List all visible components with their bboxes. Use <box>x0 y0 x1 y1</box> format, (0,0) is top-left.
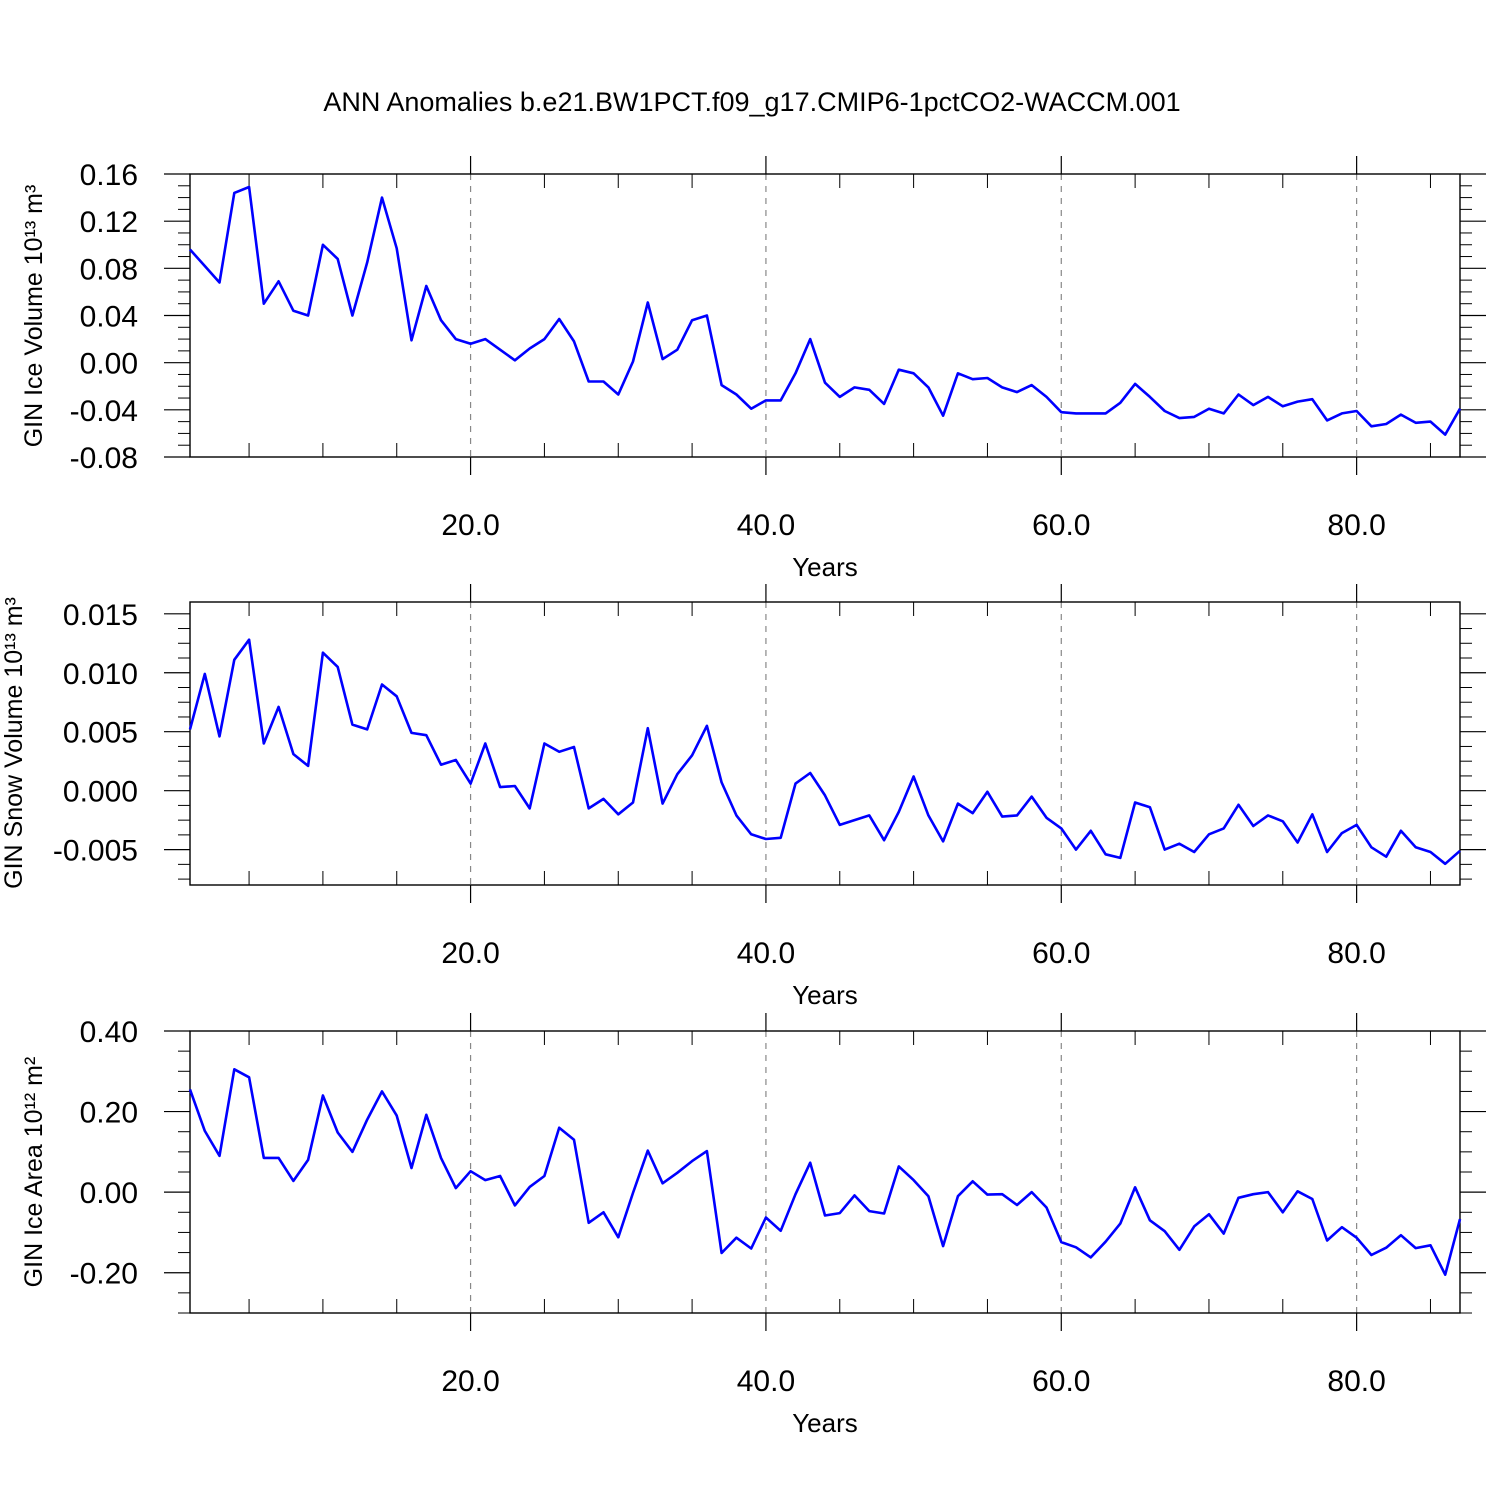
x-axis-label: Years <box>792 980 858 1010</box>
y-tick-label: -0.20 <box>70 1258 138 1291</box>
x-tick-label: 20.0 <box>441 1365 499 1398</box>
chart-panel-1: 20.0 40.0 60.0 80.0 Years -0.08 -0.04 0.00 0.04 0… <box>20 156 1486 582</box>
y-tick-label: 0.12 <box>80 206 138 239</box>
x-tick-label: 40.0 <box>737 1365 795 1398</box>
y-tick-label: -0.08 <box>70 442 138 475</box>
y-tick-label: 0.005 <box>63 717 138 750</box>
y-axis-label: GIN Snow Volume 10¹³ m³ <box>0 597 28 889</box>
y-tick-label: -0.04 <box>70 395 138 428</box>
x-tick-label: 80.0 <box>1327 1365 1385 1398</box>
x-tick-label: 20.0 <box>441 509 499 542</box>
y-tick-label: 0.20 <box>80 1097 138 1130</box>
y-tick-label: 0.08 <box>80 253 138 286</box>
y-tick-label: 0.000 <box>63 776 138 809</box>
series-line <box>188 1068 1462 1276</box>
chart-panel-3: 20.0 40.0 60.0 80.0 Years -0.20 0.00 0.20 0.40 GI… <box>20 1013 1486 1438</box>
x-tick-label: 40.0 <box>737 937 795 970</box>
x-tick-label: 20.0 <box>441 937 499 970</box>
x-tick-label: 60.0 <box>1032 509 1090 542</box>
chart-title: ANN Anomalies b.e21.BW1PCT.f09_g17.CMIP6… <box>323 87 1180 117</box>
y-tick-label: 0.015 <box>63 599 138 632</box>
y-tick-label: 0.010 <box>63 658 138 691</box>
chart-panel-2: 20.0 40.0 60.0 80.0 Years -0.005 0.000 0.005 0.0… <box>0 584 1486 1010</box>
x-tick-label: 80.0 <box>1327 937 1385 970</box>
y-tick-label: 0.00 <box>80 348 138 381</box>
y-axis-label: GIN Ice Area 10¹² m² <box>20 1057 48 1288</box>
x-tick-label: 40.0 <box>737 509 795 542</box>
plot-frame <box>189 1030 1461 1314</box>
y-tick-label: 0.16 <box>80 159 138 192</box>
x-tick-label: 80.0 <box>1327 509 1385 542</box>
series-line <box>189 185 1462 436</box>
plot-frame <box>189 601 1461 886</box>
x-tick-label: 60.0 <box>1032 937 1090 970</box>
x-axis-label: Years <box>792 1408 858 1438</box>
x-tick-label: 60.0 <box>1032 1365 1090 1398</box>
series-line <box>188 638 1461 866</box>
x-axis-label: Years <box>792 552 858 582</box>
y-tick-label: -0.005 <box>53 835 138 868</box>
plot-frame <box>189 173 1461 458</box>
y-tick-label: 0.04 <box>80 301 138 334</box>
y-tick-label: 0.40 <box>80 1016 138 1049</box>
y-tick-label: 0.00 <box>80 1177 138 1210</box>
y-axis-label: GIN Ice Volume 10¹³ m³ <box>20 185 48 448</box>
